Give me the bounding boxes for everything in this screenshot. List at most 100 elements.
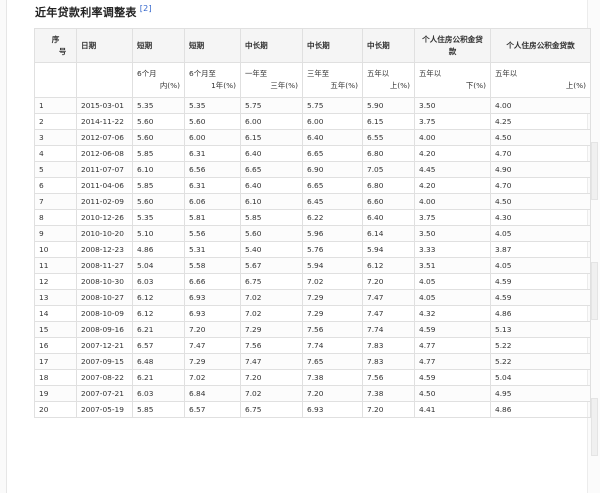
subheader-line2: 上(%): [565, 81, 586, 90]
cell-over-5y: 6.55: [362, 129, 415, 146]
cell-date: 2010-12-26: [76, 209, 133, 226]
subheader-line2: 三年(%): [270, 81, 298, 90]
cell-3y-5y: 7.56: [302, 321, 363, 338]
cell-over-5y: 5.94: [362, 241, 415, 258]
cell-short-6m: 5.35: [132, 97, 185, 114]
header-mid-long-1: 中长期: [240, 28, 303, 63]
subheader-line1: 五年以: [419, 69, 442, 78]
cell-3y-5y: 6.65: [302, 177, 363, 194]
table-row: 12 2008-10-30 6.03 6.66 6.75 7.02 7.20 4.05 4.59: [34, 273, 591, 290]
cell-short-6m: 6.57: [132, 337, 185, 354]
header-housing-fund-2: 个人住房公积金贷款: [490, 28, 591, 63]
cell-fund-under-5y: 4.32: [414, 305, 491, 322]
cell-seq: 20: [34, 401, 77, 418]
table-row: 11 2008-11-27 5.04 5.58 5.67 5.94 6.12 3.51 4.05: [34, 257, 591, 274]
cell-date: 2012-07-06: [76, 129, 133, 146]
cell-fund-under-5y: 4.50: [414, 385, 491, 402]
subheader-line1: 6个月: [137, 69, 157, 78]
cell-short-6m-1y: 6.00: [184, 129, 241, 146]
cell-fund-over-5y: 5.22: [490, 353, 591, 370]
cell-over-5y: 6.60: [362, 193, 415, 210]
subheader-line2: 五年(%): [330, 81, 358, 90]
cell-short-6m-1y: 5.81: [184, 209, 241, 226]
table-body: 6个月 内(%) 6个月至 1年(%) 一年至 三年(%) 三年至 五年(%) 五年以 上(%) 五…: [34, 62, 591, 418]
cell-seq: 12: [34, 273, 77, 290]
cell-fund-under-5y: 4.45: [414, 161, 491, 178]
cell-seq: 18: [34, 369, 77, 386]
cell-fund-under-5y: 3.51: [414, 257, 491, 274]
subheader-cell: 6个月至 1年(%): [184, 62, 241, 98]
table-row: 15 2008-09-16 6.21 7.20 7.29 7.56 7.74 4.59 5.13: [34, 321, 591, 338]
cell-fund-under-5y: 3.75: [414, 113, 491, 130]
table-row: 3 2012-07-06 5.60 6.00 6.15 6.40 6.55 4.00 4.50: [34, 129, 591, 146]
subheader-cell: 五年以 下(%): [414, 62, 491, 98]
cell-seq: 15: [34, 321, 77, 338]
subheader-cell: 三年至 五年(%): [302, 62, 363, 98]
cell-date: 2007-12-21: [76, 337, 133, 354]
cell-over-5y: 6.80: [362, 177, 415, 194]
cell-short-6m-1y: 6.84: [184, 385, 241, 402]
cell-fund-under-5y: 4.05: [414, 289, 491, 306]
cell-over-5y: 7.20: [362, 273, 415, 290]
edge-marker: [591, 142, 598, 200]
cell-seq: 19: [34, 385, 77, 402]
cell-date: 2014-11-22: [76, 113, 133, 130]
cell-short-6m: 5.60: [132, 113, 185, 130]
cell-fund-under-5y: 4.05: [414, 273, 491, 290]
subheader-cell: 五年以上(%): [490, 62, 591, 98]
cell-date: 2011-02-09: [76, 193, 133, 210]
cell-fund-over-5y: 4.50: [490, 129, 591, 146]
cell-3y-5y: 7.38: [302, 369, 363, 386]
table-row: 8 2010-12-26 5.35 5.81 5.85 6.22 6.40 3.75 4.30: [34, 209, 591, 226]
cell-short-6m: 6.21: [132, 321, 185, 338]
table-row: 14 2008-10-09 6.12 6.93 7.02 7.29 7.47 4.32 4.86: [34, 305, 591, 322]
subheader-cell: 五年以 上(%): [362, 62, 415, 98]
cell-seq: 3: [34, 129, 77, 146]
cell-fund-over-5y: 5.13: [490, 321, 591, 338]
subheader-line2: 上(%): [389, 81, 410, 90]
cell-1y-3y: 6.40: [240, 177, 303, 194]
cell-short-6m: 5.85: [132, 401, 185, 418]
cell-seq: 13: [34, 289, 77, 306]
header-seq-line2: 号: [58, 46, 67, 56]
table-subheader-row: 6个月 内(%) 6个月至 1年(%) 一年至 三年(%) 三年至 五年(%) 五年以 上(%) 五…: [34, 62, 591, 98]
cell-short-6m-1y: 7.47: [184, 337, 241, 354]
table-row: 5 2011-07-07 6.10 6.56 6.65 6.90 7.05 4.45 4.90: [34, 161, 591, 178]
cell-3y-5y: 6.00: [302, 113, 363, 130]
cell-seq: 7: [34, 193, 77, 210]
cell-1y-3y: 5.85: [240, 209, 303, 226]
cell-fund-over-5y: 5.22: [490, 337, 591, 354]
cell-short-6m: 6.03: [132, 385, 185, 402]
cell-over-5y: 6.80: [362, 145, 415, 162]
cell-1y-3y: 7.47: [240, 353, 303, 370]
cell-date: 2008-11-27: [76, 257, 133, 274]
subheader-cell: [34, 62, 77, 98]
cell-short-6m: 5.85: [132, 145, 185, 162]
reference-link[interactable]: [2]: [139, 4, 152, 14]
cell-short-6m-1y: 5.60: [184, 113, 241, 130]
cell-fund-over-5y: 4.30: [490, 209, 591, 226]
cell-seq: 1: [34, 97, 77, 114]
cell-short-6m-1y: 6.93: [184, 305, 241, 322]
cell-date: 2010-10-20: [76, 225, 133, 242]
cell-short-6m: 5.10: [132, 225, 185, 242]
cell-over-5y: 6.40: [362, 209, 415, 226]
cell-short-6m-1y: 6.31: [184, 177, 241, 194]
cell-1y-3y: 6.75: [240, 401, 303, 418]
table-row: 1 2015-03-01 5.35 5.35 5.75 5.75 5.90 3.50 4.00: [34, 97, 591, 114]
cell-3y-5y: 5.94: [302, 257, 363, 274]
cell-fund-under-5y: 4.59: [414, 321, 491, 338]
cell-short-6m-1y: 6.06: [184, 193, 241, 210]
cell-fund-over-5y: 4.59: [490, 289, 591, 306]
left-page-edge: [0, 0, 7, 493]
subheader-line1: 五年以: [495, 69, 518, 78]
cell-fund-under-5y: 4.00: [414, 193, 491, 210]
cell-seq: 9: [34, 225, 77, 242]
cell-short-6m: 5.60: [132, 129, 185, 146]
cell-fund-under-5y: 3.33: [414, 241, 491, 258]
cell-fund-under-5y: 3.50: [414, 97, 491, 114]
cell-1y-3y: 6.00: [240, 113, 303, 130]
cell-fund-under-5y: 3.75: [414, 209, 491, 226]
cell-over-5y: 6.12: [362, 257, 415, 274]
